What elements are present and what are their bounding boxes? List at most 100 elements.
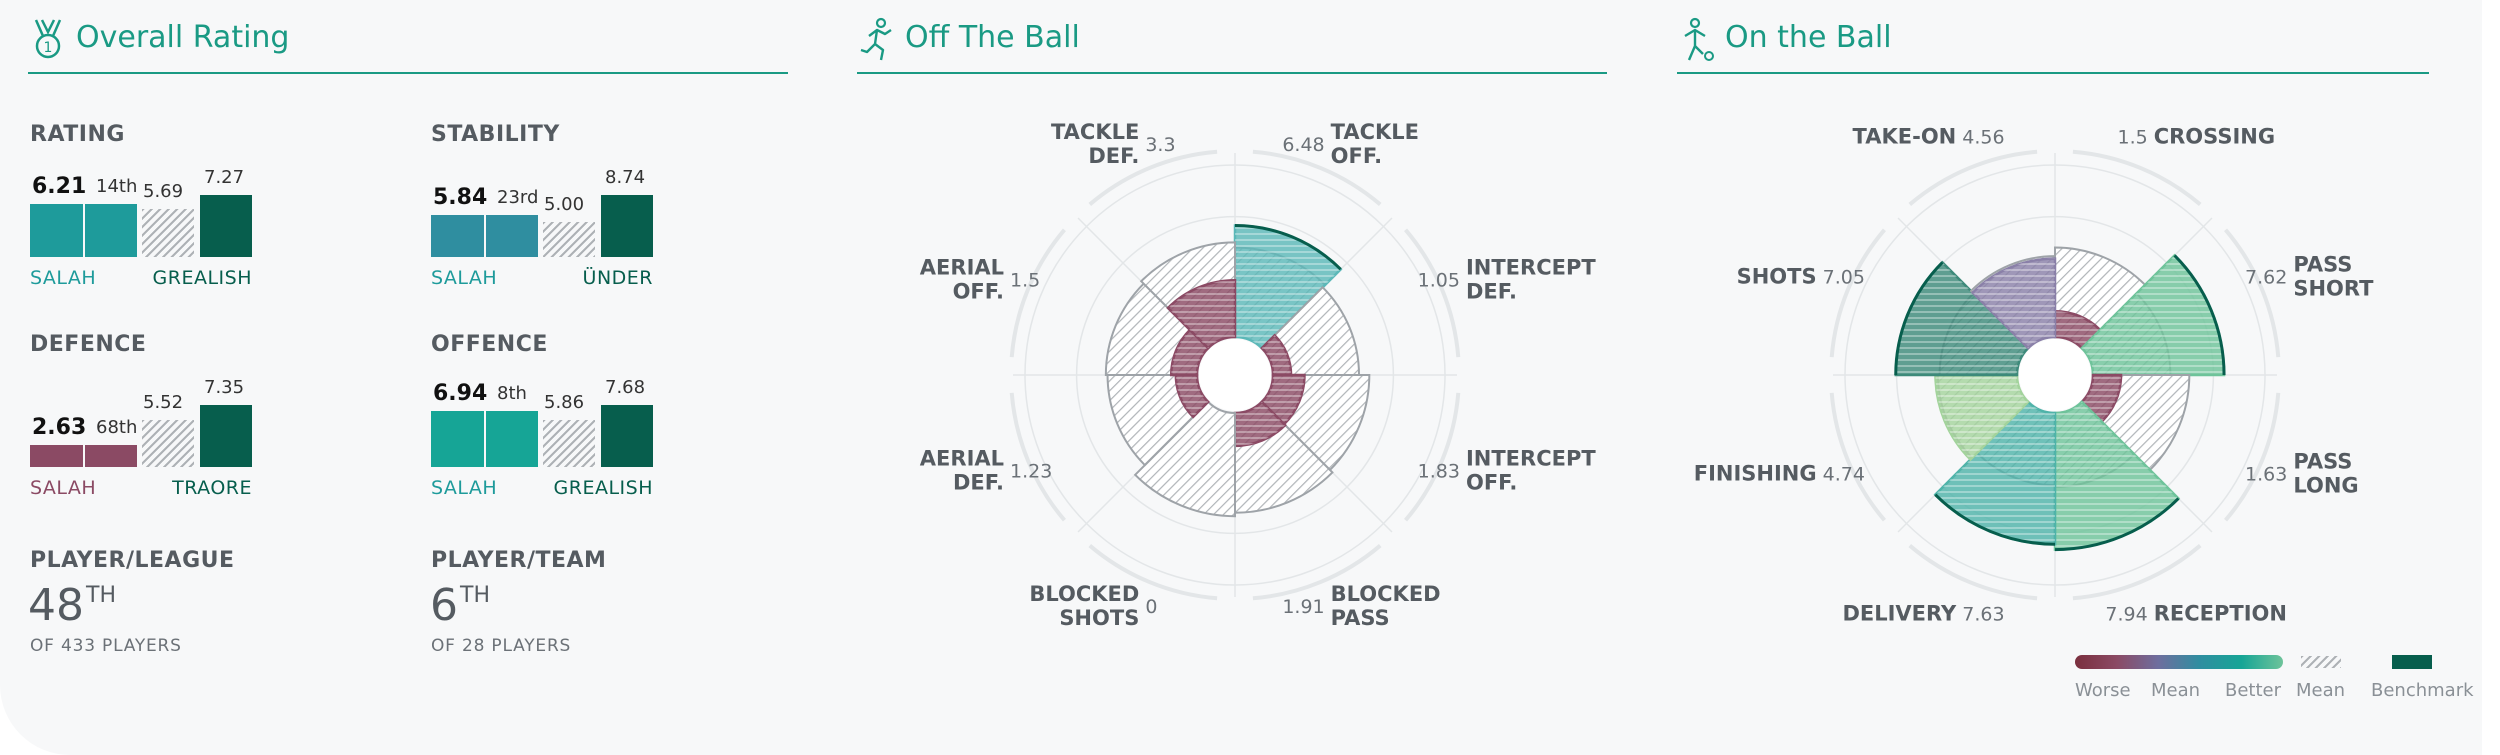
mean-wedge — [1133, 400, 1236, 518]
value-wedge-texture — [2055, 311, 2101, 349]
outer-arc — [2072, 544, 2202, 601]
axis-label: BLOCKED PASS — [1331, 582, 1441, 630]
defence-benchmark: 7.35 — [204, 377, 245, 398]
value-wedge-texture — [1235, 401, 1286, 446]
axis-value: 6.48 — [1282, 134, 1324, 156]
axis-value: 7.05 — [1823, 266, 1865, 288]
off-the-ball-chart: TACKLE OFF. 6.48 INTERCEPT DEF. 1.05 INTERCEPT… — [920, 120, 1597, 630]
section-title: Off The Ball — [905, 20, 1080, 55]
stability-mean: 5.00 — [544, 194, 585, 215]
outer-arc — [1009, 228, 1066, 358]
rating-value: 6.21 — [32, 174, 87, 199]
axis-value: 4.74 — [1823, 464, 1865, 486]
axis-value: 3.3 — [1145, 134, 1175, 156]
rating-benchmark-name: GREALISH — [152, 267, 252, 289]
stability-benchmark: 8.74 — [605, 167, 646, 188]
offence-mean-bar — [543, 420, 595, 467]
axis-value: 1.91 — [1282, 596, 1324, 618]
outer-arc — [1908, 544, 2038, 601]
offence-benchmark-bar — [601, 405, 653, 467]
outer-arc — [2072, 149, 2202, 206]
defence-rank: 68th — [96, 417, 138, 438]
value-wedge-texture — [1895, 262, 2029, 375]
stability-benchmark-bar — [601, 195, 653, 257]
stability-label: STABILITY — [431, 122, 560, 147]
on-the-ball-chart: CROSSING 1.5 PASS SHORT 7.62 PASS LONG 1.63 RECE… — [1694, 125, 2374, 626]
value-wedge-texture — [1175, 375, 1209, 417]
axis-label: AERIAL OFF. — [920, 255, 1004, 303]
axis-value: 7.94 — [2105, 603, 2147, 625]
legend-mean-hatch: Mean — [2296, 680, 2346, 701]
medal-icon: 1 — [34, 19, 62, 59]
defence-label: DEFENCE — [30, 332, 147, 357]
player-team-total: OF 28 PLAYERS — [431, 636, 572, 656]
defence-mean-bar — [142, 420, 194, 467]
running-player-icon — [860, 17, 892, 61]
section-title: On the Ball — [1725, 20, 1892, 55]
rating-mean: 5.69 — [143, 181, 184, 202]
offence-benchmark-name: GREALISH — [553, 477, 653, 499]
stability-benchmark-name: ÜNDER — [582, 267, 653, 289]
rating-mean-bar — [142, 209, 194, 257]
rating-value-divider — [83, 204, 85, 257]
outer-arc — [2224, 392, 2281, 522]
axis-value: 4.56 — [1962, 127, 2004, 149]
value-wedge-texture — [1235, 225, 1341, 349]
defence-benchmark-name: TRAORE — [172, 477, 252, 499]
benchmark-arc — [1894, 261, 1944, 376]
chart-center — [2019, 339, 2091, 411]
offence-player-name: SALAH — [431, 477, 498, 499]
axis-label: PASS LONG — [2293, 450, 2358, 498]
stability-player-name: SALAH — [431, 267, 498, 289]
benchmark-arc — [1234, 224, 1342, 271]
axis-label: TACKLE DEF. — [1051, 120, 1139, 168]
rating-benchmark: 7.27 — [204, 167, 245, 188]
axis-value: 1.83 — [1418, 461, 1460, 483]
legend-mean: Mean — [2151, 680, 2201, 701]
legend-worse: Worse — [2075, 680, 2131, 701]
benchmark-arc — [2173, 254, 2226, 376]
axis-label: DELIVERY — [1842, 601, 1957, 625]
offence-benchmark: 7.68 — [605, 377, 646, 398]
axis-label: BLOCKED SHOTS — [1029, 582, 1139, 630]
axis-value: 0 — [1145, 596, 1157, 618]
rating-rank: 14th — [96, 176, 138, 197]
offence-mean: 5.86 — [544, 392, 585, 413]
outer-arc — [1829, 392, 1886, 522]
axis-label: RECEPTION — [2154, 601, 2287, 625]
axis-label: FINISHING — [1694, 462, 1817, 486]
off-the-ball-header: Off The Ball — [857, 14, 1607, 74]
legend-benchmark: Benchmark — [2371, 680, 2474, 701]
axis-label: TAKE-ON — [1853, 125, 1957, 149]
defence-value: 2.63 — [32, 415, 87, 440]
axis-value: 1.63 — [2245, 464, 2287, 486]
outer-arc — [1404, 228, 1461, 358]
outer-arc — [1252, 544, 1382, 601]
outer-arc — [1009, 392, 1066, 522]
value-wedge-texture — [2055, 401, 2179, 550]
benchmark-arc — [2054, 497, 2180, 552]
on-the-ball-header: On the Ball — [1677, 14, 2429, 74]
outer-arc — [1088, 544, 1218, 601]
axis-label: TACKLE OFF. — [1331, 120, 1419, 168]
stability-rank: 23rd — [497, 187, 539, 208]
outer-arc — [1908, 149, 2038, 206]
stability-value-divider — [484, 215, 486, 257]
value-wedge-texture — [1972, 258, 2055, 349]
axis-label: PASS SHORT — [2293, 252, 2374, 300]
value-wedge-texture — [1171, 329, 1209, 375]
player-with-ball-icon — [1684, 17, 1714, 61]
axis-value: 1.5 — [2118, 127, 2148, 149]
value-wedge-texture — [2081, 255, 2225, 375]
offence-value: 6.94 — [433, 381, 488, 406]
legend-better: Better — [2225, 680, 2282, 701]
stability-value: 5.84 — [433, 185, 488, 210]
overall-rating-header: 1 Overall Rating — [28, 14, 788, 74]
outer-arc — [1088, 149, 1218, 206]
chart-center — [1199, 339, 1271, 411]
axis-label: AERIAL DEF. — [920, 447, 1004, 495]
svg-text:1: 1 — [44, 40, 53, 56]
player-team-rank: 6TH — [430, 580, 490, 631]
axis-label: INTERCEPT DEF. — [1466, 255, 1596, 303]
rating-label: RATING — [30, 122, 125, 147]
